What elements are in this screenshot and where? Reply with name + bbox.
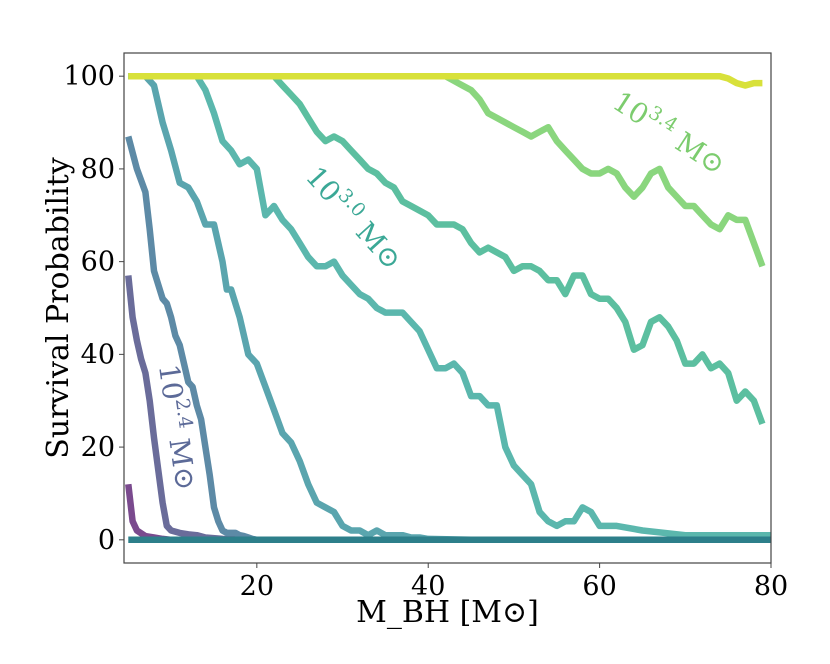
series-line-curve-2 — [125, 275, 771, 544]
series-line-curve-5 — [128, 72, 771, 539]
annotations: 102.4 M⊙ 103.0 M⊙ 103.4 M⊙ — [152, 82, 733, 493]
series-line-curve-7 — [128, 72, 766, 268]
curve-annotation: 102.4 M⊙ — [152, 362, 205, 493]
y-tick-label: 60 — [81, 247, 115, 278]
curve-annotation: 103.4 M⊙ — [607, 82, 733, 181]
y-tick-label: 100 — [63, 61, 115, 92]
x-tick-label: 60 — [582, 571, 616, 602]
x-axis-label: M_BH [M⊙] — [356, 595, 539, 630]
series-line-curve-6 — [128, 72, 766, 426]
series-line-curve-8 — [128, 72, 763, 89]
y-axis-label: Survival Probability — [41, 157, 76, 458]
y-tick-label: 0 — [98, 525, 115, 556]
y-tick-label: 80 — [81, 154, 115, 185]
series-line-curve-4 — [128, 72, 771, 544]
x-tick-label: 20 — [240, 571, 274, 602]
axis-ticks: 20 40 60 80 0 20 40 60 80 100 — [63, 61, 788, 602]
y-tick-label: 20 — [81, 432, 115, 463]
x-tick-label: 40 — [411, 571, 445, 602]
curve-annotation: 103.0 M⊙ — [299, 158, 411, 276]
x-tick-label: 80 — [754, 571, 788, 602]
plot-frame — [123, 52, 772, 564]
data-lines — [125, 72, 771, 544]
y-tick-label: 40 — [81, 339, 115, 370]
